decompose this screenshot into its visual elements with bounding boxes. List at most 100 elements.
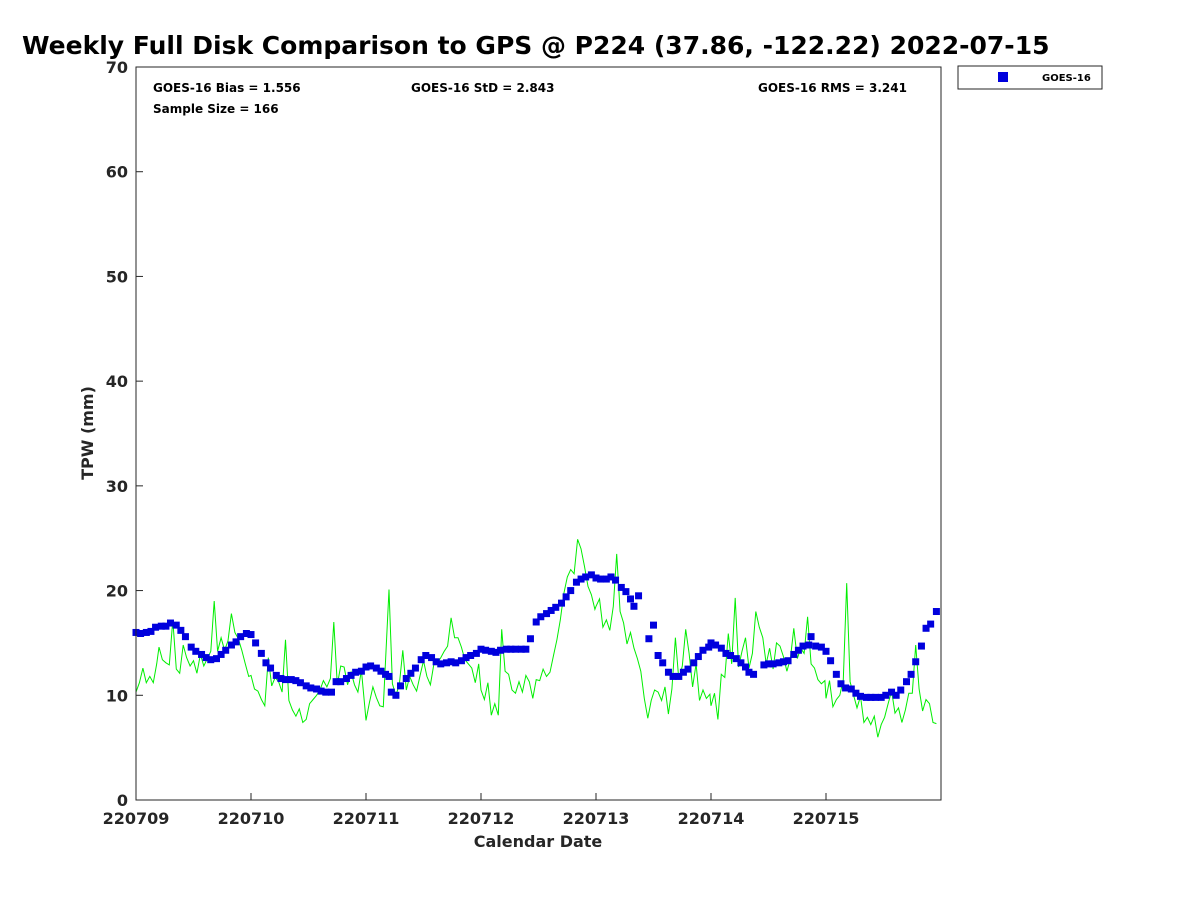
- goes-point: [257, 649, 265, 657]
- goes-point: [537, 613, 545, 621]
- goes-point: [411, 664, 419, 672]
- goes-point: [727, 651, 735, 659]
- goes-point: [827, 657, 835, 665]
- gps-series-group: [135, 539, 937, 738]
- goes-point: [712, 641, 720, 649]
- y-axis: 0 10 20 30 40 50 60 70: [106, 58, 143, 810]
- goes-point: [842, 684, 850, 692]
- y-tick-label: 0: [117, 791, 128, 810]
- goes-point: [577, 575, 585, 583]
- goes-point: [732, 655, 740, 663]
- goes-point: [645, 635, 653, 643]
- goes-point: [664, 668, 672, 676]
- goes-point: [659, 659, 667, 667]
- goes-point: [237, 633, 245, 641]
- goes-point: [722, 649, 730, 657]
- goes-point: [582, 573, 590, 581]
- goes-point: [296, 679, 304, 687]
- y-tick-label: 70: [106, 58, 128, 77]
- goes-point: [769, 660, 777, 668]
- goes-point: [857, 692, 864, 700]
- goes-point: [292, 677, 300, 685]
- goes-point: [232, 638, 240, 646]
- goes-point: [612, 576, 620, 584]
- goes-point: [497, 646, 505, 654]
- goes-point: [679, 668, 687, 676]
- x-tick-label: 220709: [103, 809, 170, 828]
- goes-point: [357, 667, 365, 675]
- goes-point: [765, 660, 772, 668]
- goes-point: [387, 688, 395, 696]
- goes-point: [737, 659, 745, 667]
- goes-point: [587, 571, 595, 579]
- goes-point: [367, 662, 375, 670]
- goes-point: [760, 661, 768, 669]
- goes-point: [617, 583, 625, 591]
- goes-point: [252, 639, 260, 647]
- goes-point: [181, 633, 189, 641]
- x-axis: 220709 220710 220711 220712 220713 220714 2207…: [103, 793, 859, 828]
- goes-point: [492, 648, 500, 656]
- goes-point: [512, 645, 519, 653]
- goes-point: [462, 654, 470, 662]
- goes-point: [635, 592, 643, 600]
- goes-point: [745, 668, 753, 676]
- std-stat: GOES-16 StD = 2.843: [411, 81, 554, 95]
- goes-point: [812, 642, 820, 650]
- y-tick-label: 20: [106, 582, 128, 601]
- goes-point: [912, 658, 920, 666]
- goes-point: [684, 665, 692, 673]
- legend-label: GOES-16: [1042, 73, 1091, 84]
- goes-point: [917, 642, 925, 650]
- goes-point: [742, 663, 749, 671]
- goes-point: [627, 595, 634, 603]
- goes-point: [882, 691, 890, 699]
- goes-point: [717, 644, 725, 652]
- goes-point: [592, 574, 600, 582]
- goes-point: [147, 627, 155, 635]
- goes-point: [482, 646, 490, 654]
- goes-point: [307, 684, 315, 692]
- goes-point: [313, 685, 321, 693]
- goes-point: [397, 682, 404, 690]
- goes-point: [422, 651, 430, 659]
- goes-point: [227, 641, 235, 649]
- goes-point: [137, 630, 145, 638]
- goes-point: [328, 688, 335, 696]
- goes-point: [892, 691, 900, 699]
- goes-point: [377, 667, 385, 675]
- goes-point: [352, 668, 360, 676]
- sample-size-stat: Sample Size = 166: [153, 102, 279, 116]
- goes-point: [597, 575, 605, 583]
- goes-point: [543, 610, 551, 618]
- goes-point: [532, 618, 540, 626]
- goes-point: [607, 573, 615, 581]
- x-tick-label: 220714: [678, 809, 745, 828]
- goes-point: [867, 693, 875, 701]
- y-tick-label: 40: [106, 372, 128, 391]
- goes-point: [832, 670, 840, 678]
- goes-point: [517, 645, 525, 653]
- goes-point: [650, 621, 657, 629]
- goes-point: [198, 650, 206, 658]
- goes-point: [903, 678, 910, 686]
- goes-point: [552, 603, 560, 611]
- goes-point: [784, 657, 792, 665]
- goes-point: [322, 688, 330, 696]
- goes-point: [799, 642, 807, 650]
- y-tick-label: 60: [106, 163, 128, 182]
- goes-point: [807, 633, 815, 641]
- goes-point: [775, 659, 783, 667]
- goes-point: [467, 651, 475, 659]
- goes-point: [562, 593, 570, 601]
- goes-point: [630, 602, 638, 610]
- y-axis-label: TPW (mm): [78, 386, 97, 480]
- bias-stat: GOES-16 Bias = 1.556: [153, 81, 301, 95]
- goes-point: [222, 646, 230, 654]
- goes-point: [372, 664, 380, 672]
- goes-point: [407, 669, 415, 677]
- goes-point: [507, 645, 515, 653]
- goes-point: [152, 623, 160, 631]
- goes-point: [457, 657, 465, 665]
- goes-point: [572, 578, 580, 586]
